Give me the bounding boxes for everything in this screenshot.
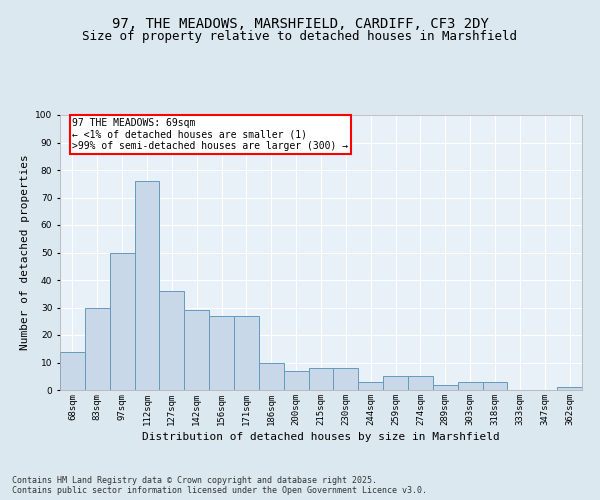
Bar [557,387,582,390]
Bar [458,382,482,390]
Bar [134,181,160,390]
Bar [284,371,308,390]
Text: Contains HM Land Registry data © Crown copyright and database right 2025.
Contai: Contains HM Land Registry data © Crown c… [12,476,427,495]
Bar [209,316,234,390]
Text: Distribution of detached houses by size in Marshfield: Distribution of detached houses by size … [142,432,500,442]
Bar [334,368,358,390]
Bar [433,384,458,390]
Bar [383,376,408,390]
Bar [234,316,259,390]
Bar [482,382,508,390]
Text: Size of property relative to detached houses in Marshfield: Size of property relative to detached ho… [83,30,517,43]
Bar [408,376,433,390]
Text: 97 THE MEADOWS: 69sqm
← <1% of detached houses are smaller (1)
>99% of semi-deta: 97 THE MEADOWS: 69sqm ← <1% of detached … [73,118,349,151]
Bar [160,291,184,390]
Text: 97, THE MEADOWS, MARSHFIELD, CARDIFF, CF3 2DY: 97, THE MEADOWS, MARSHFIELD, CARDIFF, CF… [112,18,488,32]
Bar [259,362,284,390]
Bar [60,352,85,390]
Bar [358,382,383,390]
Bar [85,308,110,390]
Bar [110,252,134,390]
Y-axis label: Number of detached properties: Number of detached properties [20,154,29,350]
Bar [308,368,334,390]
Bar [184,310,209,390]
